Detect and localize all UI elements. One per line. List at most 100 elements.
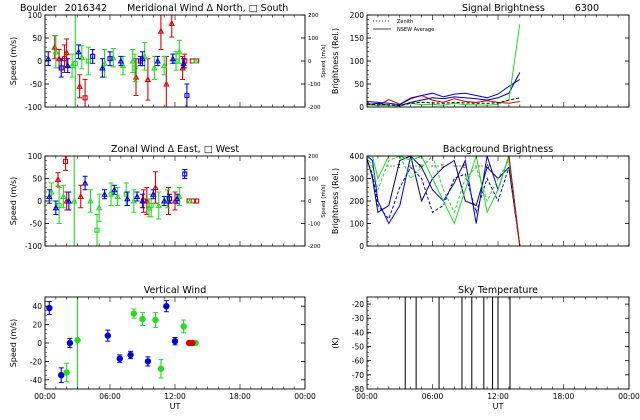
y-tick-label: 400 bbox=[350, 152, 365, 161]
data-point bbox=[63, 369, 70, 376]
data-point bbox=[104, 332, 112, 339]
y-tick-label: 100 bbox=[28, 152, 43, 161]
data-point bbox=[160, 62, 168, 69]
y-tick-label: -60 bbox=[352, 357, 364, 366]
data-point bbox=[111, 186, 118, 193]
x-tick-label: 18:00 bbox=[553, 392, 575, 401]
y-tick-label: 300 bbox=[350, 175, 365, 184]
plot-frame bbox=[366, 155, 630, 247]
data-point bbox=[133, 193, 141, 200]
data-layer bbox=[367, 156, 521, 246]
y-tick-label: -20 bbox=[352, 300, 364, 309]
y-axis-label: Brightness (Rel.) bbox=[331, 28, 340, 94]
y-tick-label: -50 bbox=[30, 80, 42, 89]
series-line bbox=[367, 156, 521, 246]
data-point bbox=[157, 365, 165, 372]
data-point bbox=[130, 310, 138, 317]
data-point bbox=[64, 62, 71, 69]
panel-background: 0 100 200 300 400 Brightness (Rel.) Background… bbox=[331, 144, 630, 251]
data-point bbox=[74, 337, 81, 344]
x-axis-label: UT bbox=[170, 402, 181, 411]
series-line bbox=[367, 72, 521, 107]
data-point bbox=[77, 193, 84, 200]
y-tick-label: 50 bbox=[354, 80, 364, 89]
right-tick-label: -100 bbox=[308, 82, 321, 88]
wavelength: 6300 bbox=[575, 3, 599, 14]
y-tick-label: -30 bbox=[352, 314, 364, 323]
y-tick-label: 200 bbox=[350, 11, 365, 20]
data-point bbox=[151, 64, 158, 71]
y-tick-label: -70 bbox=[352, 371, 364, 380]
y-tick-label: -80 bbox=[352, 385, 364, 394]
data-point bbox=[116, 355, 123, 362]
plot-frame bbox=[44, 14, 306, 108]
direction-mark: Z bbox=[397, 164, 401, 170]
data-point bbox=[144, 358, 152, 365]
x-tick-label: 00:00 bbox=[294, 392, 316, 401]
data-point bbox=[94, 227, 100, 233]
y-tick-label: 100 bbox=[28, 11, 43, 20]
y-tick-label: 50 bbox=[32, 34, 42, 43]
right-tick-label: 200 bbox=[308, 13, 319, 19]
right-tick-label: 100 bbox=[308, 177, 319, 183]
date-code: 2016342 bbox=[65, 3, 107, 14]
series-line bbox=[367, 160, 521, 246]
data-point bbox=[85, 58, 91, 64]
title-text: Signal Brightness bbox=[462, 3, 545, 14]
panel-title: Signal Brightness 6300 bbox=[462, 3, 599, 14]
data-point bbox=[139, 315, 146, 323]
legend-label: Zenith bbox=[397, 19, 413, 25]
series-red bbox=[185, 339, 196, 347]
data-point bbox=[72, 60, 78, 66]
data-point bbox=[63, 49, 70, 56]
data-point bbox=[169, 55, 177, 62]
y-tick-label: 40 bbox=[32, 302, 42, 311]
series-south-green bbox=[72, 15, 179, 107]
data-point bbox=[75, 48, 82, 55]
data-point bbox=[107, 56, 113, 62]
y-tick-label: -100 bbox=[25, 242, 42, 251]
x-axis-label: UT bbox=[493, 402, 504, 411]
right-tick-label: -200 bbox=[308, 244, 321, 250]
plot-frame bbox=[44, 296, 306, 390]
data-point bbox=[139, 197, 146, 204]
data-point bbox=[78, 53, 86, 60]
direction-mark: S bbox=[441, 164, 444, 170]
data-point bbox=[54, 175, 62, 182]
panel-vertical: -40 -20 0 20 40 00:00 06:00 12:00 18:00 00:00 UT Sp… bbox=[9, 285, 316, 411]
data-point bbox=[46, 193, 53, 200]
x-tick-label: 06:00 bbox=[422, 392, 444, 401]
data-point bbox=[76, 82, 83, 89]
data-point bbox=[155, 202, 162, 209]
data-point bbox=[129, 57, 136, 64]
panel-signal: 0 50 100 150 200 Brightness (Rel.) Signal Brig… bbox=[331, 3, 630, 112]
data-layer bbox=[46, 297, 199, 389]
data-point bbox=[124, 195, 131, 202]
y-tick-label: -50 bbox=[352, 343, 364, 352]
y-tick-label: 0 bbox=[359, 103, 364, 112]
y-tick-label: 100 bbox=[350, 57, 365, 66]
data-layer bbox=[45, 15, 200, 107]
y-tick-label: 150 bbox=[350, 34, 365, 43]
data-point bbox=[132, 65, 138, 71]
x-tick-label: 06:00 bbox=[99, 392, 121, 401]
data-point bbox=[167, 196, 173, 202]
y-tick-label: -40 bbox=[352, 328, 364, 337]
data-point bbox=[52, 204, 60, 211]
direction-mark: E bbox=[463, 164, 466, 170]
data-point bbox=[114, 193, 121, 200]
y-tick-label: 0 bbox=[37, 197, 42, 206]
data-point bbox=[90, 53, 96, 59]
data-point bbox=[141, 52, 148, 59]
panel-title: Zonal Wind Δ East, □ West bbox=[111, 144, 239, 155]
data-point bbox=[192, 57, 199, 64]
data-point bbox=[60, 193, 67, 200]
data-point bbox=[82, 95, 88, 101]
direction-mark: W bbox=[485, 164, 490, 170]
plot-frame bbox=[366, 14, 630, 108]
y-axis-label: Speed (m/s) bbox=[9, 37, 18, 86]
data-point bbox=[148, 202, 154, 209]
direction-mark: N bbox=[419, 164, 423, 170]
